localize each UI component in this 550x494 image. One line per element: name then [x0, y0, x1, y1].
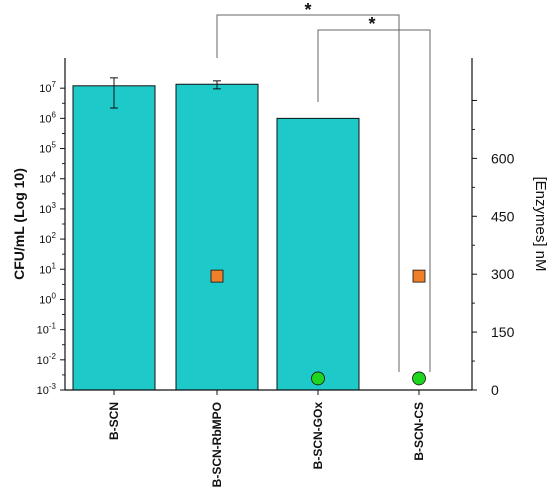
bar [276, 117, 360, 391]
x-axis-category-label: B-SCN-RbMPO [210, 402, 224, 487]
left-axis-tick-label: 102 [39, 231, 56, 246]
left-axis-tick-label: 105 [39, 141, 56, 156]
left-axis-tick-label: 103 [39, 201, 56, 216]
right-axis-tick-label: 150 [491, 324, 515, 340]
bar [72, 85, 156, 391]
left-axis-tick-label: 100 [39, 291, 56, 306]
right-axis-tick-label: 0 [491, 382, 499, 398]
significance-star: * [304, 0, 311, 20]
significance-star: * [368, 14, 375, 34]
x-axis-category-label: B-SCN-GOx [311, 402, 325, 470]
left-axis-tick-label: 107 [39, 80, 56, 95]
axes-layer: 10-3 10-2 10-1 100 101 102 103 104 105 106 107 0 150… [37, 58, 515, 487]
significance-bracket [317, 29, 431, 372]
left-axis-tick-label: 10-1 [37, 322, 57, 337]
enzyme-square-marker [210, 269, 224, 283]
right-axis-tick-label: 600 [491, 150, 515, 166]
left-axis-tick-label: 10-2 [37, 352, 57, 367]
enzyme-square-marker [412, 269, 426, 283]
enzyme-circle-marker [412, 371, 426, 386]
significance-annotations: ** [216, 0, 431, 372]
bar [175, 83, 259, 391]
error-bar-layer [110, 77, 221, 109]
bar-layer [72, 83, 360, 391]
enzyme-marker-layer [210, 269, 426, 386]
left-axis-tick-label: 10-3 [37, 382, 57, 397]
left-axis-tick-label: 104 [39, 171, 56, 186]
right-axis-tick-label: 300 [491, 266, 515, 282]
left-axis-tick-label: 101 [39, 261, 56, 276]
enzyme-circle-marker [311, 371, 325, 386]
x-axis-category-label: B-SCN-CS [412, 402, 426, 461]
left-axis-label: CFU/mL (Log 10) [11, 168, 27, 280]
left-axis-tick-label: 106 [39, 110, 56, 125]
label-layer: CFU/mL (Log 10) [Enzymes] nM [11, 168, 549, 280]
right-axis-tick-label: 450 [491, 208, 515, 224]
significance-bracket [216, 14, 400, 372]
right-axis-label: [Enzymes] nM [532, 176, 549, 271]
x-axis-category-label: B-SCN [107, 402, 121, 440]
